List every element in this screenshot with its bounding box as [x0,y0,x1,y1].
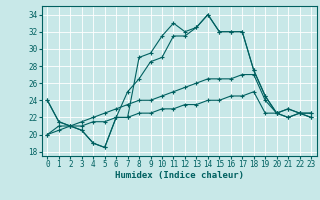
X-axis label: Humidex (Indice chaleur): Humidex (Indice chaleur) [115,171,244,180]
